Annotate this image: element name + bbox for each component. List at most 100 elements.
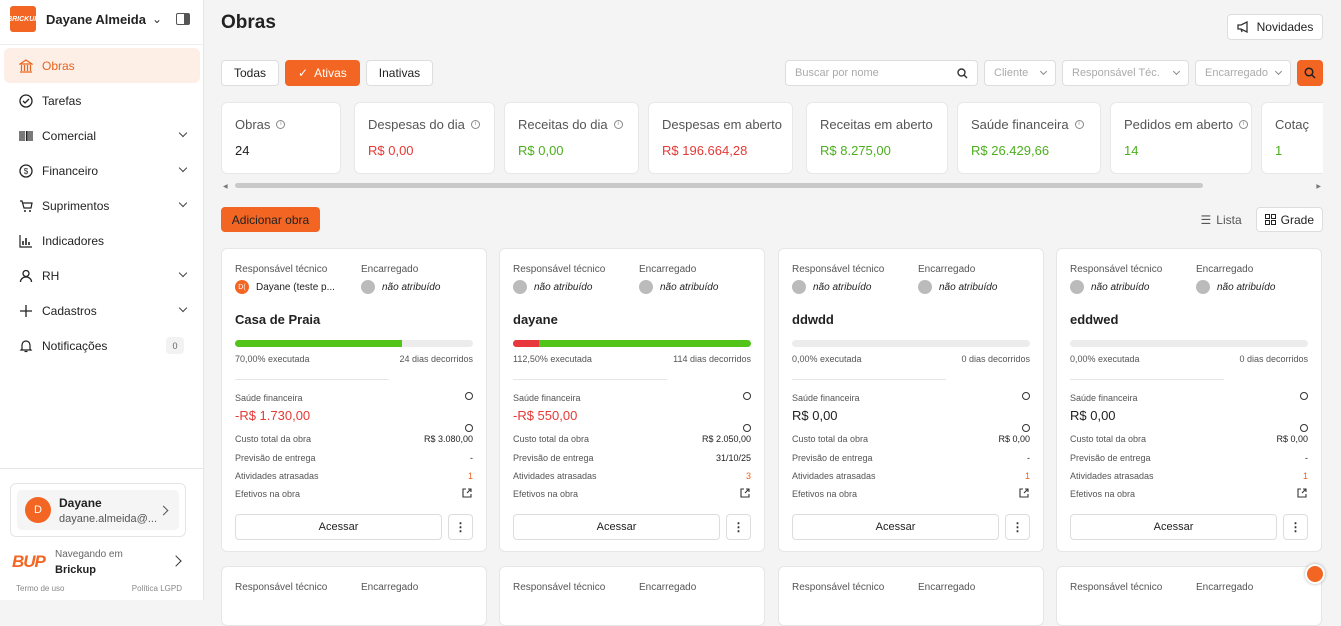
metric-label: Receitas do dia [518, 117, 608, 132]
avatar [639, 280, 653, 294]
clock-icon[interactable] [1300, 392, 1308, 400]
info-icon[interactable]: i [276, 120, 286, 129]
workspace-switcher[interactable]: BRICKUP Dayane Almeida ... ⌄ [7, 6, 196, 32]
sidebar-toggle-icon[interactable] [176, 13, 191, 25]
financial-health-value: R$ 0,00 [792, 408, 838, 423]
clock-icon[interactable] [465, 424, 473, 432]
obra-card[interactable]: Responsável técnico Encarregado [1056, 566, 1322, 626]
access-button[interactable]: Acessar [513, 514, 720, 540]
sidebar-item-cadastros[interactable]: Cadastros [4, 293, 200, 328]
obra-card[interactable]: Responsável técnico Encarregado não atribu… [778, 248, 1044, 552]
metric-value: R$ 196.664,28 [662, 143, 748, 158]
bup-logo: BUP [12, 552, 46, 571]
obra-name[interactable]: Casa de Praia [235, 312, 321, 327]
foreman-label: Encarregado [639, 264, 697, 275]
chevron-down-icon[interactable] [178, 163, 188, 173]
responsible-label: Responsável técnico [235, 264, 328, 275]
obra-card[interactable]: Responsável técnico Encarregado [221, 566, 487, 626]
obra-card[interactable]: Responsável técnico Encarregado D(Dayane (… [221, 248, 487, 552]
obra-card[interactable]: Responsável técnico Encarregado [778, 566, 1044, 626]
list-icon: ☰ [1200, 212, 1212, 227]
scroll-left-icon[interactable]: ◀ [223, 184, 228, 190]
clock-icon[interactable] [1300, 424, 1308, 432]
more-options-icon[interactable]: ⋮ [1005, 514, 1030, 540]
workspace-name[interactable]: Dayane Almeida ... [46, 11, 146, 27]
sidebar-item-notificacoes[interactable]: Notificações 0 [4, 328, 200, 363]
external-link-icon[interactable] [1297, 488, 1307, 498]
obra-card[interactable]: Responsável técnico Encarregado não atribu… [1056, 248, 1322, 552]
add-obra-button[interactable]: Adicionar obra [221, 207, 320, 232]
delayed-activities-value: 3 [745, 471, 751, 481]
chevron-right-icon[interactable] [158, 505, 169, 516]
scrollbar-thumb[interactable] [235, 183, 1203, 188]
obra-card[interactable]: Responsável técnico Encarregado [499, 566, 765, 626]
obra-name[interactable]: dayane [513, 312, 558, 327]
tab-ativas[interactable]: ✓ Ativas [285, 60, 360, 86]
tab-inativas[interactable]: Inativas [365, 60, 434, 86]
accessibility-button[interactable] [1305, 564, 1325, 584]
grid-view-button[interactable]: Grade [1255, 207, 1323, 232]
access-button[interactable]: Acessar [235, 514, 442, 540]
clock-icon[interactable] [743, 392, 751, 400]
info-icon[interactable]: i [470, 120, 480, 129]
news-button[interactable]: Novidades [1227, 14, 1323, 40]
sidebar-item-tarefas[interactable]: Tarefas [4, 83, 200, 118]
chevron-right-icon[interactable] [170, 555, 182, 567]
scroll-right-icon[interactable]: ▶ [1316, 184, 1321, 190]
external-link-icon[interactable] [1019, 488, 1029, 498]
metric-value: 1 [1275, 143, 1283, 158]
access-button[interactable]: Acessar [1070, 514, 1277, 540]
sidebar-item-label: Notificações [42, 338, 108, 353]
tab-todas[interactable]: Todas [221, 60, 280, 86]
foreman-person: não atribuído [361, 280, 440, 294]
sidebar-item-comercial[interactable]: Comercial [4, 118, 200, 153]
responsible-person: não atribuído [513, 280, 592, 294]
more-options-icon[interactable]: ⋮ [726, 514, 751, 540]
more-options-icon[interactable]: ⋮ [1283, 514, 1308, 540]
terms-link[interactable]: Termo de uso [16, 584, 65, 593]
client-select[interactable]: Cliente [984, 60, 1056, 86]
chevron-down-icon[interactable] [178, 303, 188, 313]
clock-icon[interactable] [743, 424, 751, 432]
brickup-navigation[interactable]: BUP Navegando em Brickup [12, 546, 192, 578]
obra-card[interactable]: Responsável técnico Encarregado não atribu… [499, 248, 765, 552]
search-button[interactable] [1297, 60, 1323, 86]
clock-icon[interactable] [465, 392, 473, 400]
clock-icon[interactable] [1022, 392, 1030, 400]
access-button[interactable]: Acessar [792, 514, 999, 540]
chevron-down-icon[interactable] [178, 198, 188, 208]
sidebar-item-label: Financeiro [42, 163, 99, 178]
metrics-scrollbar[interactable]: ◀ ▶ [221, 180, 1323, 190]
user-card[interactable]: D Dayane dayane.almeida@... [10, 483, 186, 537]
card-divider [235, 379, 389, 380]
sidebar-item-suprimentos[interactable]: Suprimentos [4, 188, 200, 223]
responsible-label: Responsável técnico [513, 264, 606, 275]
external-link-icon[interactable] [740, 488, 750, 498]
obra-name[interactable]: ddwdd [792, 312, 834, 327]
info-icon[interactable]: i [1074, 120, 1084, 129]
sidebar-item-rh[interactable]: RH [4, 258, 200, 293]
list-label: Lista [1216, 212, 1242, 227]
chevron-down-icon[interactable] [178, 128, 188, 138]
metric-card: Saúde financeira i R$ 26.429,66 [957, 102, 1101, 174]
main-content: Obras Novidades Todas ✓ Ativas Inativas B… [205, 0, 1341, 626]
clock-icon[interactable] [1022, 424, 1030, 432]
responsible-select[interactable]: Responsável Téc. [1062, 60, 1189, 86]
list-view-button[interactable]: ☰ Lista [1193, 207, 1250, 232]
delivery-forecast-value: - [470, 453, 473, 463]
more-options-icon[interactable]: ⋮ [448, 514, 473, 540]
info-icon[interactable]: i [1239, 120, 1249, 129]
chevron-down-icon[interactable]: ⌄ [152, 12, 163, 26]
sidebar-item-indicadores[interactable]: Indicadores [4, 223, 200, 258]
sidebar-item-obras[interactable]: Obras [4, 48, 200, 83]
obra-name[interactable]: eddwed [1070, 312, 1119, 327]
external-link-icon[interactable] [462, 488, 472, 498]
cart-icon [18, 198, 34, 214]
brickup-logo: BRICKUP [7, 6, 39, 32]
foreman-select[interactable]: Encarregado [1195, 60, 1291, 86]
info-icon[interactable]: i [613, 120, 623, 129]
lgpd-link[interactable]: Política LGPD [131, 584, 182, 593]
search-input[interactable]: Buscar por nome [785, 60, 978, 86]
sidebar-item-financeiro[interactable]: $ Financeiro [4, 153, 200, 188]
chevron-down-icon[interactable] [178, 268, 188, 278]
